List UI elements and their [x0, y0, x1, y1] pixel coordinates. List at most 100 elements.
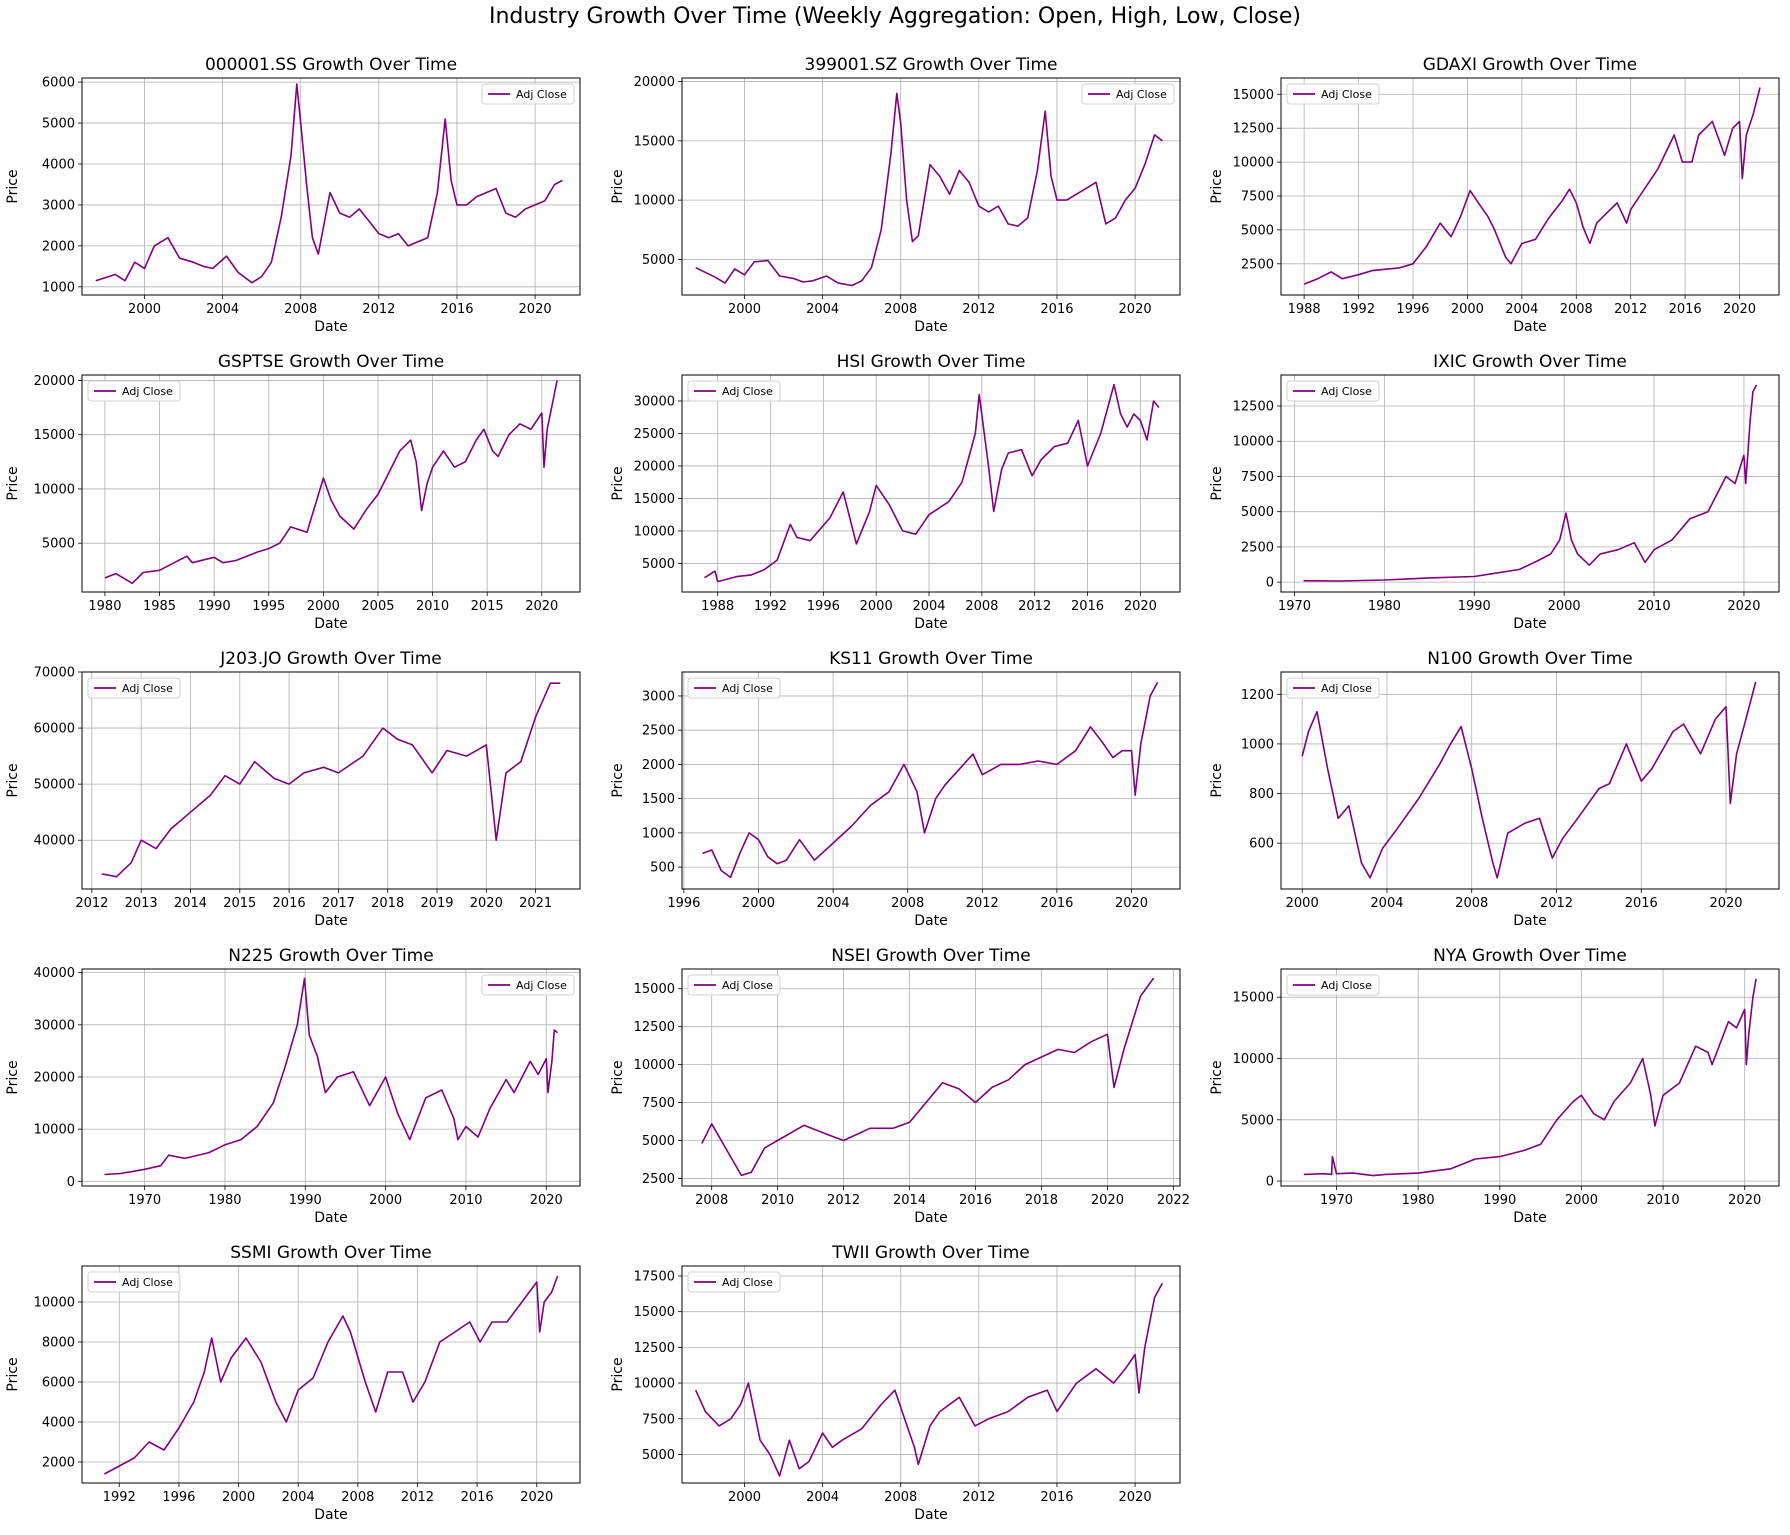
legend-label: Adj Close — [516, 88, 567, 101]
y-tick-label: 12500 — [634, 1341, 675, 1356]
x-tick-label: 2020 — [1115, 896, 1148, 911]
y-tick-label: 70000 — [34, 666, 75, 681]
y-tick-label: 3000 — [642, 689, 675, 704]
series-line-adj-close — [1303, 87, 1761, 285]
x-tick-label: 2000 — [860, 599, 893, 614]
series-line-adj-close — [704, 383, 1160, 583]
y-tick-label: 50000 — [34, 778, 75, 793]
x-tick-label: 2000 — [728, 302, 761, 317]
legend-box — [481, 974, 575, 996]
y-axis-label: Price — [610, 466, 626, 500]
subplot-2: 1988 1992 1996 2000 2004 2008 2012 2016 2020 2500… — [1209, 55, 1780, 335]
subplot-12: 1992 1996 2000 2004 2008 2012 2016 2020 2000 4000… — [5, 1243, 581, 1523]
x-tick-label: 2010 — [1638, 599, 1671, 614]
legend-label: Adj Close — [722, 385, 773, 398]
y-tick-label: 12500 — [1233, 122, 1274, 137]
x-axis-label: Date — [314, 319, 347, 335]
legend-box — [1286, 380, 1380, 402]
x-tick-label: 1990 — [289, 1193, 322, 1208]
y-tick-label: 5000 — [642, 253, 675, 268]
plot-area — [1281, 969, 1779, 1186]
x-axis-label: Date — [914, 1210, 947, 1226]
x-tick-label: 2000 — [742, 896, 775, 911]
y-axis-label: Price — [1209, 763, 1225, 797]
plot-frame — [81, 374, 581, 593]
subplot-title: 000001.SS Growth Over Time — [205, 55, 457, 75]
series-line-adj-close — [104, 380, 558, 585]
legend-box — [687, 974, 781, 996]
x-tick-label: 1996 — [1396, 302, 1429, 317]
subplot-title: NSEI Growth Over Time — [831, 946, 1031, 966]
x-axis-label: Date — [314, 616, 347, 632]
y-tick-label: 20000 — [34, 374, 75, 389]
plot-frame — [1280, 671, 1780, 890]
x-tick-label: 2020 — [1709, 896, 1742, 911]
subplot-title: 399001.SZ Growth Over Time — [805, 55, 1058, 75]
x-tick-label: 2020 — [470, 896, 503, 911]
x-tick-label: 2020 — [1119, 1490, 1152, 1505]
y-axis-label: Price — [5, 466, 21, 500]
y-axis-label: Price — [610, 1357, 626, 1391]
plot-frame — [1280, 77, 1780, 296]
plot-frame — [681, 968, 1181, 1187]
y-axis-label: Price — [5, 169, 21, 203]
plot-area — [82, 969, 580, 1186]
y-tick-label: 500 — [650, 861, 675, 876]
y-tick-label: 15000 — [634, 982, 675, 997]
x-tick-label: 2019 — [420, 896, 453, 911]
subplot-0: 2000 2004 2008 2012 2016 2020 1000 2000 3000 4000… — [5, 55, 581, 335]
x-axis-label: Date — [914, 913, 947, 929]
y-tick-label: 5000 — [642, 1134, 675, 1149]
x-tick-label: 2020 — [520, 1490, 553, 1505]
x-tick-label: 2016 — [1669, 302, 1702, 317]
x-tick-label: 2016 — [1625, 896, 1658, 911]
subplot-13: 2000 2004 2008 2012 2016 2020 5000 7500 10000 125… — [610, 1243, 1181, 1523]
y-tick-label: 10000 — [634, 194, 675, 209]
x-tick-label: 1980 — [88, 599, 121, 614]
y-tick-label: 0 — [67, 1175, 75, 1190]
y-tick-label: 1000 — [1241, 737, 1274, 752]
legend-label: Adj Close — [122, 1276, 173, 1289]
x-axis-label: Date — [914, 319, 947, 335]
x-tick-label: 2012 — [1018, 599, 1051, 614]
y-tick-label: 2500 — [1241, 540, 1274, 555]
y-tick-label: 10000 — [634, 524, 675, 539]
plot-area — [1281, 672, 1779, 889]
x-tick-label: 2014 — [893, 1193, 926, 1208]
x-tick-label: 2010 — [449, 1193, 482, 1208]
y-tick-label: 10000 — [34, 1296, 75, 1311]
plot-frame — [81, 1265, 581, 1484]
y-tick-label: 2000 — [42, 1456, 75, 1471]
y-tick-label: 5000 — [1241, 1113, 1274, 1128]
x-tick-label: 2000 — [1548, 599, 1581, 614]
x-tick-label: 2008 — [965, 599, 998, 614]
y-tick-label: 0 — [1266, 576, 1274, 591]
series-line-adj-close — [101, 682, 561, 878]
x-tick-label: 2000 — [1286, 896, 1319, 911]
x-tick-label: 1995 — [252, 599, 285, 614]
x-tick-label: 1985 — [143, 599, 176, 614]
x-tick-label: 2012 — [75, 896, 108, 911]
y-axis-label: Price — [1209, 169, 1225, 203]
legend-box — [87, 380, 181, 402]
legend-label: Adj Close — [722, 682, 773, 695]
y-tick-label: 1000 — [642, 826, 675, 841]
x-tick-label: 2004 — [912, 599, 945, 614]
subplot-title: N225 Growth Over Time — [228, 946, 433, 966]
subplot-title: SSMI Growth Over Time — [230, 1243, 432, 1263]
y-tick-label: 60000 — [34, 722, 75, 737]
x-axis-label: Date — [1513, 616, 1546, 632]
x-tick-label: 2020 — [525, 599, 558, 614]
x-tick-label: 2021 — [519, 896, 552, 911]
subplot-8: 2000 2004 2008 2012 2016 2020 600 800 1000 1200 N1… — [1209, 649, 1780, 929]
x-tick-label: 1990 — [198, 599, 231, 614]
y-tick-label: 5000 — [642, 557, 675, 572]
x-axis-label: Date — [914, 1507, 947, 1523]
plot-frame — [681, 77, 1181, 296]
legend-box — [1286, 677, 1380, 699]
legend-box — [481, 83, 575, 105]
y-tick-label: 10000 — [1233, 435, 1274, 450]
x-axis-label: Date — [314, 1507, 347, 1523]
x-tick-label: 2004 — [206, 302, 239, 317]
x-tick-label: 2016 — [461, 1490, 494, 1505]
